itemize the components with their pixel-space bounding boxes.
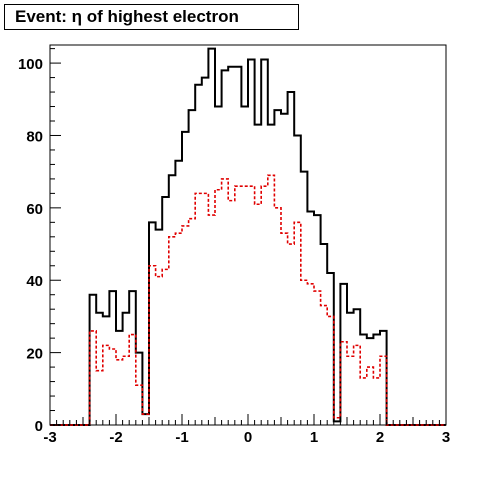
series-2-step-line xyxy=(50,174,446,426)
x-tick-label: 0 xyxy=(244,429,252,446)
chart-title: Event: η of highest electron xyxy=(4,4,299,30)
x-tick-label: -2 xyxy=(109,429,122,446)
y-tick-label: 20 xyxy=(26,346,43,363)
series-1-step-line xyxy=(50,47,446,426)
x-tick-label: 3 xyxy=(442,429,450,446)
y-tick-label: 40 xyxy=(26,273,43,290)
x-tick-label: -1 xyxy=(175,429,188,446)
x-tick-label: -3 xyxy=(43,429,56,446)
x-tick-label: 1 xyxy=(310,429,318,446)
series-layer xyxy=(50,47,446,426)
y-tick-label: 60 xyxy=(26,201,43,218)
y-tick-label: 80 xyxy=(26,128,43,145)
x-tick-label: 2 xyxy=(376,429,384,446)
y-tick-label: 100 xyxy=(18,56,43,73)
axis-layer: 0 20 40 60 80 100 -3 -2 -1 0 1 2 3 xyxy=(18,48,450,446)
y-tick-label: 0 xyxy=(35,418,43,435)
